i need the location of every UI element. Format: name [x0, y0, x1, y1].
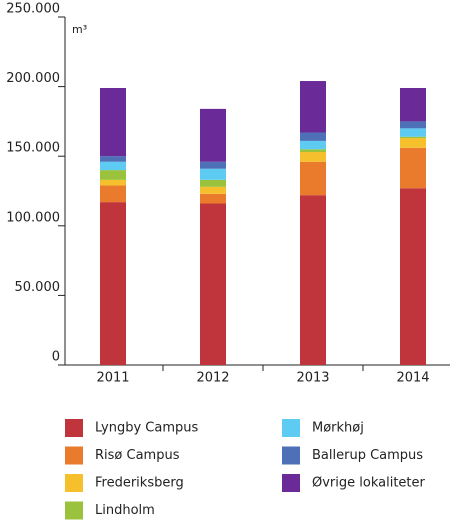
legend-label: Risø Campus [95, 448, 180, 463]
legend-swatch [282, 474, 300, 492]
bar-segment [200, 193, 226, 204]
bar-segment [100, 202, 126, 365]
legend-swatch [65, 419, 83, 437]
x-tick-label: 2013 [296, 371, 329, 386]
y-tick-label: 100.000 [6, 210, 60, 225]
legend-swatch [282, 446, 300, 465]
bar-segment [400, 121, 426, 129]
bar-segment [100, 185, 126, 203]
bar-segment [300, 81, 326, 133]
legend-label: Mørkhøj [312, 421, 364, 436]
bar-segment [200, 168, 226, 180]
legend-label: Ballerup Campus [312, 448, 423, 463]
bar-segment [300, 132, 326, 141]
bar-segment [200, 186, 226, 194]
bar-segment [400, 87, 426, 122]
bar-segment [100, 156, 126, 162]
bar-segment [200, 179, 226, 187]
legend-label: Lindholm [95, 503, 155, 518]
legend-label: Øvrige lokaliteter [312, 476, 426, 491]
bar-segment [300, 149, 326, 153]
bar-segment [400, 147, 426, 189]
bar-segment [400, 188, 426, 365]
y-axis-label: m³ [72, 23, 87, 36]
x-tick-label: 2012 [196, 371, 229, 386]
bar-segment [300, 195, 326, 365]
bar-segment [100, 87, 126, 157]
bar-segment [300, 152, 326, 162]
y-tick-label: 150.000 [6, 141, 60, 156]
x-tick-label: 2014 [396, 371, 429, 386]
bar-segment [400, 128, 426, 137]
bar-segment [300, 161, 326, 196]
bar-segment [300, 140, 326, 150]
legend-label: Frederiksberg [95, 476, 184, 491]
bar-segment [200, 108, 226, 162]
bar-segment [400, 138, 426, 148]
y-tick-label: 250.000 [6, 2, 60, 17]
bar-segment [100, 161, 126, 171]
bar-segment [100, 170, 126, 180]
bar-segment [400, 136, 426, 139]
legend-label: Lyngby Campus [95, 421, 199, 436]
legend-swatch [282, 419, 300, 437]
bar-segment [200, 203, 226, 365]
legend-swatch [65, 474, 83, 492]
bar-segment [100, 179, 126, 186]
legend-swatch [65, 446, 83, 465]
bar-segment [200, 161, 226, 169]
y-tick-label: 200.000 [6, 71, 60, 86]
x-tick-label: 2011 [96, 371, 129, 386]
y-tick-label: 0 [52, 350, 60, 365]
y-tick-label: 50.000 [15, 280, 61, 295]
legend-swatch [65, 501, 83, 520]
